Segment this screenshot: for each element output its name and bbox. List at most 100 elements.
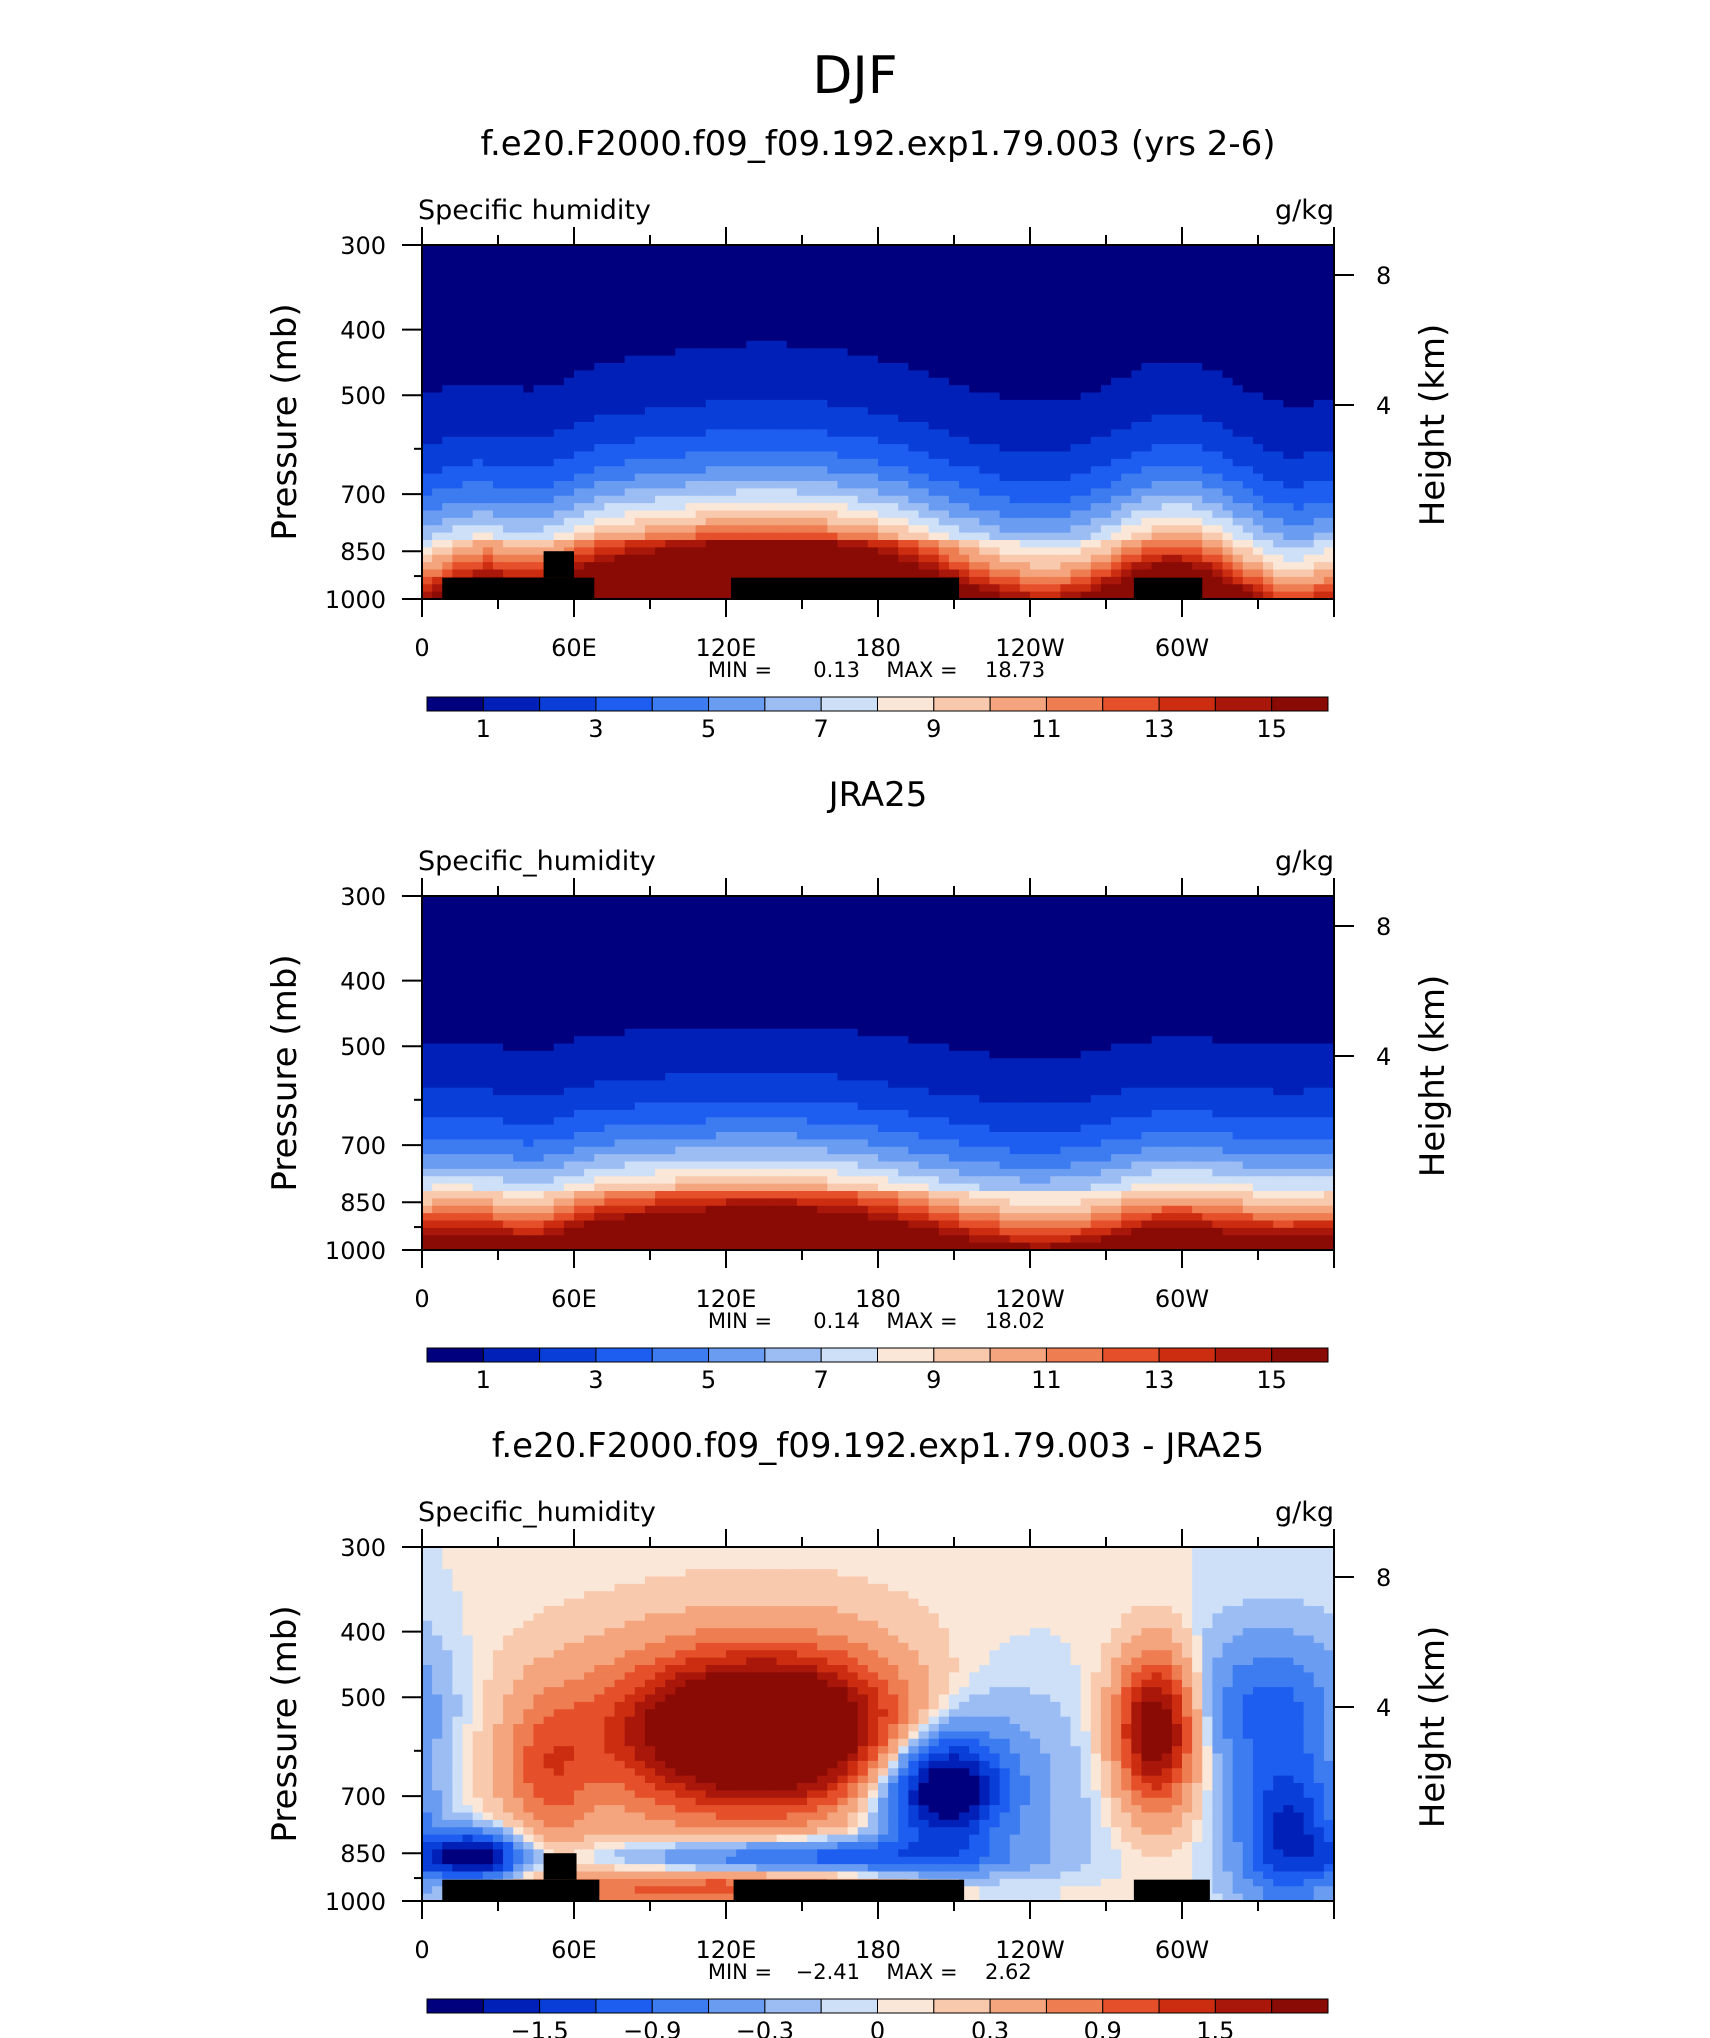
field-cell (452, 517, 464, 527)
field-cell (837, 547, 849, 556)
field-cell (472, 903, 484, 912)
field-cell (472, 977, 484, 986)
field-cell (1121, 591, 1133, 600)
field-cell (705, 466, 717, 475)
field-cell (1242, 458, 1254, 468)
field-cell (644, 414, 656, 423)
field-cell (807, 562, 818, 571)
field-cell (776, 466, 788, 475)
field-cell (472, 1028, 484, 1037)
field-cell (492, 259, 504, 268)
field-cell (472, 333, 484, 342)
field-cell (827, 252, 839, 261)
field-cell (533, 1087, 545, 1096)
field-cell (918, 429, 930, 438)
field-cell (1100, 473, 1112, 482)
field-cell (928, 407, 940, 416)
field-cell (523, 1220, 535, 1229)
field-cell (533, 547, 545, 556)
field-cell (432, 1036, 444, 1045)
field-cell (584, 503, 596, 512)
field-cell (867, 569, 879, 578)
field-cell (543, 451, 555, 460)
colorbar-swatch (764, 696, 822, 712)
field-cell (1313, 296, 1325, 305)
field-cell (948, 473, 960, 482)
field-cell (695, 385, 707, 394)
field-cell (867, 458, 879, 468)
field-cell (492, 1021, 504, 1030)
field-cell (624, 370, 636, 379)
field-cell (888, 304, 900, 313)
field-cell (1263, 377, 1274, 386)
field-cell (888, 495, 900, 504)
field-cell (553, 311, 565, 320)
field-cell (776, 422, 788, 431)
field-cell (938, 385, 950, 394)
field-cell (533, 903, 545, 912)
field-cell (644, 525, 656, 534)
field-cell (827, 399, 839, 409)
field-cell (1303, 385, 1315, 394)
field-cell (796, 289, 808, 298)
field-cell (432, 252, 444, 261)
field-cell (604, 488, 616, 497)
field-cell (1313, 281, 1325, 291)
field-cell (918, 399, 930, 409)
field-cell (1111, 584, 1122, 593)
field-cell (1293, 399, 1305, 409)
field-cell (796, 466, 808, 475)
field-cell (999, 340, 1011, 350)
field-cell (705, 348, 717, 357)
topography-mask (543, 551, 574, 578)
field-cell (959, 304, 970, 313)
field-cell (665, 422, 677, 431)
field-cell (644, 503, 656, 512)
field-cell (584, 488, 596, 497)
field-cell (1040, 429, 1052, 438)
field-cell (807, 407, 818, 416)
field-cell (1151, 267, 1163, 276)
field-cell (1161, 289, 1173, 298)
field-cell (533, 488, 545, 497)
field-cell (1182, 451, 1193, 460)
field-cell (1111, 274, 1122, 283)
field-cell (442, 1102, 454, 1111)
field-cell (766, 311, 778, 320)
field-cell (1242, 554, 1254, 563)
field-cell (482, 414, 494, 423)
field-cell (655, 451, 666, 460)
field-cell (705, 473, 717, 482)
field-cell (989, 267, 1001, 276)
field-cell (837, 495, 849, 504)
field-cell (928, 429, 940, 438)
field-cell (1121, 562, 1133, 571)
field-cell (503, 1095, 514, 1104)
field-cell (796, 503, 808, 512)
field-cell (989, 562, 1001, 571)
field-cell (655, 259, 666, 268)
field-cell (523, 554, 535, 563)
field-cell (1303, 584, 1315, 593)
field-cell (462, 1235, 474, 1244)
field-cell (1303, 429, 1315, 438)
field-cell (766, 562, 778, 571)
field-cell (1222, 414, 1234, 423)
field-cell (492, 1124, 504, 1133)
field-cell (1019, 326, 1031, 335)
field-cell (847, 274, 859, 283)
field-cell (999, 532, 1011, 541)
field-cell (422, 1183, 433, 1192)
field-cell (847, 503, 859, 512)
field-cell (685, 370, 697, 379)
field-cell (492, 481, 504, 490)
field-cell (786, 540, 798, 549)
field-cell (1273, 245, 1285, 254)
field-cell (796, 370, 808, 379)
field-cell (847, 363, 859, 372)
field-cell (614, 252, 626, 261)
field-cell (908, 488, 920, 497)
field-cell (1313, 348, 1325, 357)
field-cell (1030, 267, 1041, 276)
field-cell (1313, 547, 1325, 556)
